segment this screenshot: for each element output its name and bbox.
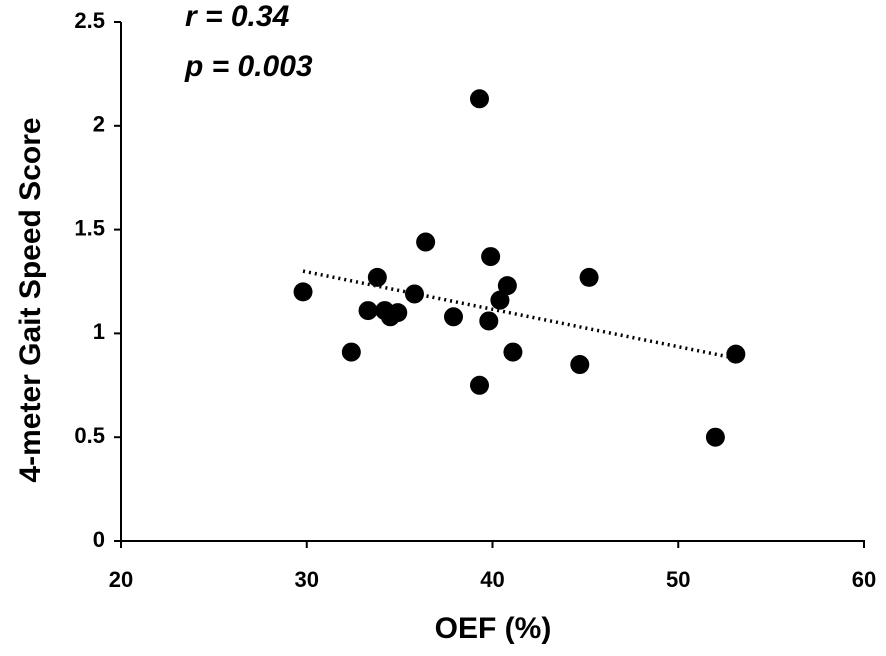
y-tick-label: 1 [93, 319, 105, 344]
x-tick-label: 40 [480, 567, 504, 592]
x-axis-label: OEF (%) [435, 612, 552, 645]
x-tick-label: 20 [109, 567, 133, 592]
x-tick-label: 50 [666, 567, 690, 592]
data-point [341, 342, 361, 362]
data-point [479, 311, 499, 331]
data-point [293, 282, 313, 302]
data-point [705, 427, 725, 447]
data-point [367, 267, 387, 287]
data-point [497, 276, 517, 296]
annotation: p = 0.003 [184, 50, 313, 83]
y-axis-label: 4-meter Gait Speed Score [14, 117, 47, 482]
data-point [469, 375, 489, 395]
data-point [443, 307, 463, 327]
data-point [481, 247, 501, 267]
x-tick-label: 30 [295, 567, 319, 592]
data-point [726, 344, 746, 364]
data-point [490, 290, 510, 310]
y-tick-label: 2 [93, 112, 105, 137]
x-tick-label: 60 [852, 567, 876, 592]
y-tick-label: 2.5 [74, 8, 105, 33]
data-point [404, 284, 424, 304]
data-point [503, 342, 523, 362]
data-point [570, 355, 590, 375]
data-point [469, 89, 489, 109]
data-point [358, 301, 378, 321]
data-point [388, 303, 408, 323]
y-tick-label: 1.5 [74, 215, 105, 240]
data-point [416, 232, 436, 252]
annotation: r = 0.34 [185, 0, 290, 33]
y-tick-label: 0 [93, 527, 105, 552]
y-tick-label: 0.5 [74, 423, 105, 448]
data-point [579, 267, 599, 287]
